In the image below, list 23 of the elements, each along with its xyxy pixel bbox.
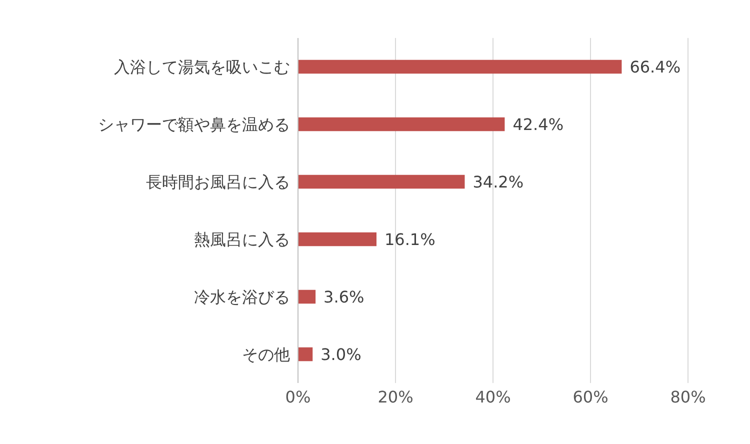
bar (298, 174, 465, 189)
y-tick-label: 長時間お風呂に入る (146, 172, 290, 192)
bar (298, 347, 313, 362)
bar (298, 60, 622, 74)
y-tick-label: 入浴して湯気を吸いこむ (114, 57, 290, 76)
data-label: 66.4% (630, 57, 681, 76)
x-tick-label: 80% (670, 387, 706, 406)
x-tick-label: 20% (378, 387, 414, 406)
bar (298, 232, 376, 246)
y-tick-label: 冷水を浴びる (194, 287, 290, 306)
data-label: 16.1% (384, 230, 436, 249)
x-tick-label: 0% (285, 387, 311, 406)
x-tick-label: 40% (475, 387, 511, 406)
data-label: 34.2% (472, 172, 524, 192)
data-label: 3.6% (324, 287, 364, 306)
y-tick-label: シャワーで額や鼻を温める (98, 114, 290, 134)
data-label: 3.0% (320, 344, 362, 364)
y-tick-label: 熱風呂に入る (194, 230, 290, 249)
y-tick-label: その他 (242, 344, 290, 364)
data-label: 42.4% (512, 114, 564, 134)
bar (298, 290, 316, 304)
bar (298, 117, 505, 132)
x-tick-label: 60% (572, 387, 608, 406)
